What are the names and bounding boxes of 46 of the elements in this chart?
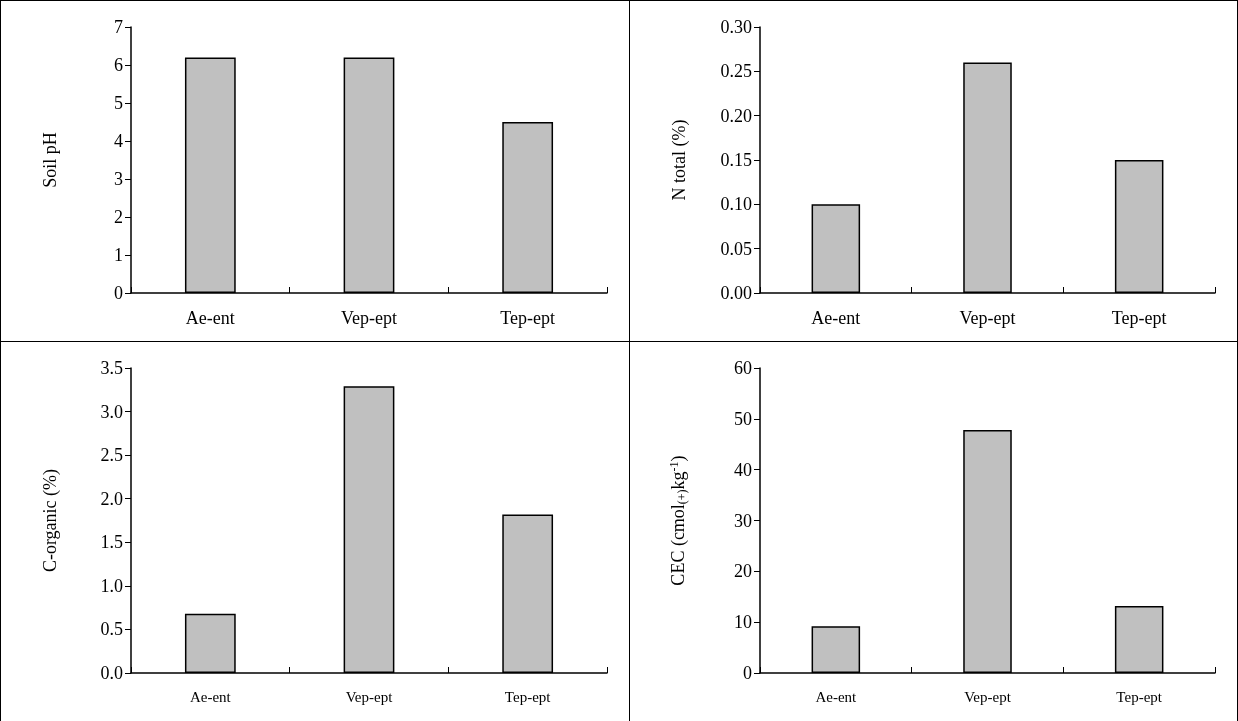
y-tick-label: 0.00 — [720, 283, 752, 303]
y-tick-label: 0.25 — [720, 61, 752, 82]
y-tick-label: 0 — [743, 663, 752, 683]
x-tick-label: Ae-ent — [189, 688, 232, 705]
x-tick-label: Vep-ept — [964, 688, 1012, 705]
y-tick-label: 50 — [734, 408, 752, 429]
y-tick-label: 0.20 — [720, 105, 752, 126]
y-axis-title: N total (%) — [669, 119, 690, 201]
x-tick-label: Vep-ept — [959, 308, 1016, 328]
y-tick-label: 0.30 — [720, 17, 752, 37]
y-tick-label: 60 — [734, 358, 752, 378]
y-tick-label: 7 — [114, 17, 123, 37]
y-tick-label: 5 — [114, 93, 123, 113]
y-tick-label: 2 — [114, 207, 123, 227]
x-tick-label: Vep-ept — [341, 308, 397, 328]
x-tick-label: Tep-ept — [1111, 308, 1167, 328]
y-tick-label: 1.0 — [100, 575, 123, 596]
x-tick-label: Ae-ent — [811, 308, 861, 328]
y-tick-label: 2.0 — [100, 488, 123, 509]
y-tick-label: 0.05 — [720, 238, 752, 259]
x-tick-label: Tep-ept — [1116, 688, 1163, 705]
y-axis-title: CEC (cmol(+)kg-1) — [667, 455, 689, 586]
y-tick-label: 0.5 — [100, 619, 123, 640]
y-tick-label: 0 — [114, 283, 123, 303]
x-tick-label: Vep-ept — [345, 688, 394, 705]
x-tick-label: Ae-ent — [815, 688, 858, 705]
y-tick-label: 10 — [734, 612, 752, 633]
y-tick-label: 2.5 — [100, 445, 123, 466]
x-tick-label: Ae-ent — [185, 308, 235, 328]
y-tick-label: 1.5 — [100, 532, 123, 553]
y-tick-label: 30 — [734, 510, 752, 531]
y-tick-label: 20 — [734, 561, 752, 582]
y-tick-label: 0.10 — [720, 194, 752, 215]
y-tick-label: 6 — [114, 55, 123, 75]
y-tick-label: 1 — [114, 245, 123, 265]
y-axis-title: Soil pH — [40, 132, 60, 188]
x-tick-label: Tep-ept — [504, 688, 552, 705]
x-tick-label: Tep-ept — [500, 308, 556, 328]
y-tick-label: 3 — [114, 169, 123, 189]
y-tick-label: 0.0 — [100, 663, 123, 683]
y-tick-label: 40 — [734, 459, 752, 480]
y-tick-label: 3.5 — [100, 358, 123, 378]
y-tick-label: 3.0 — [100, 401, 123, 422]
y-tick-label: 0.15 — [720, 150, 752, 170]
y-tick-label: 4 — [114, 131, 123, 151]
y-axis-title: C-organic (%) — [40, 468, 61, 573]
